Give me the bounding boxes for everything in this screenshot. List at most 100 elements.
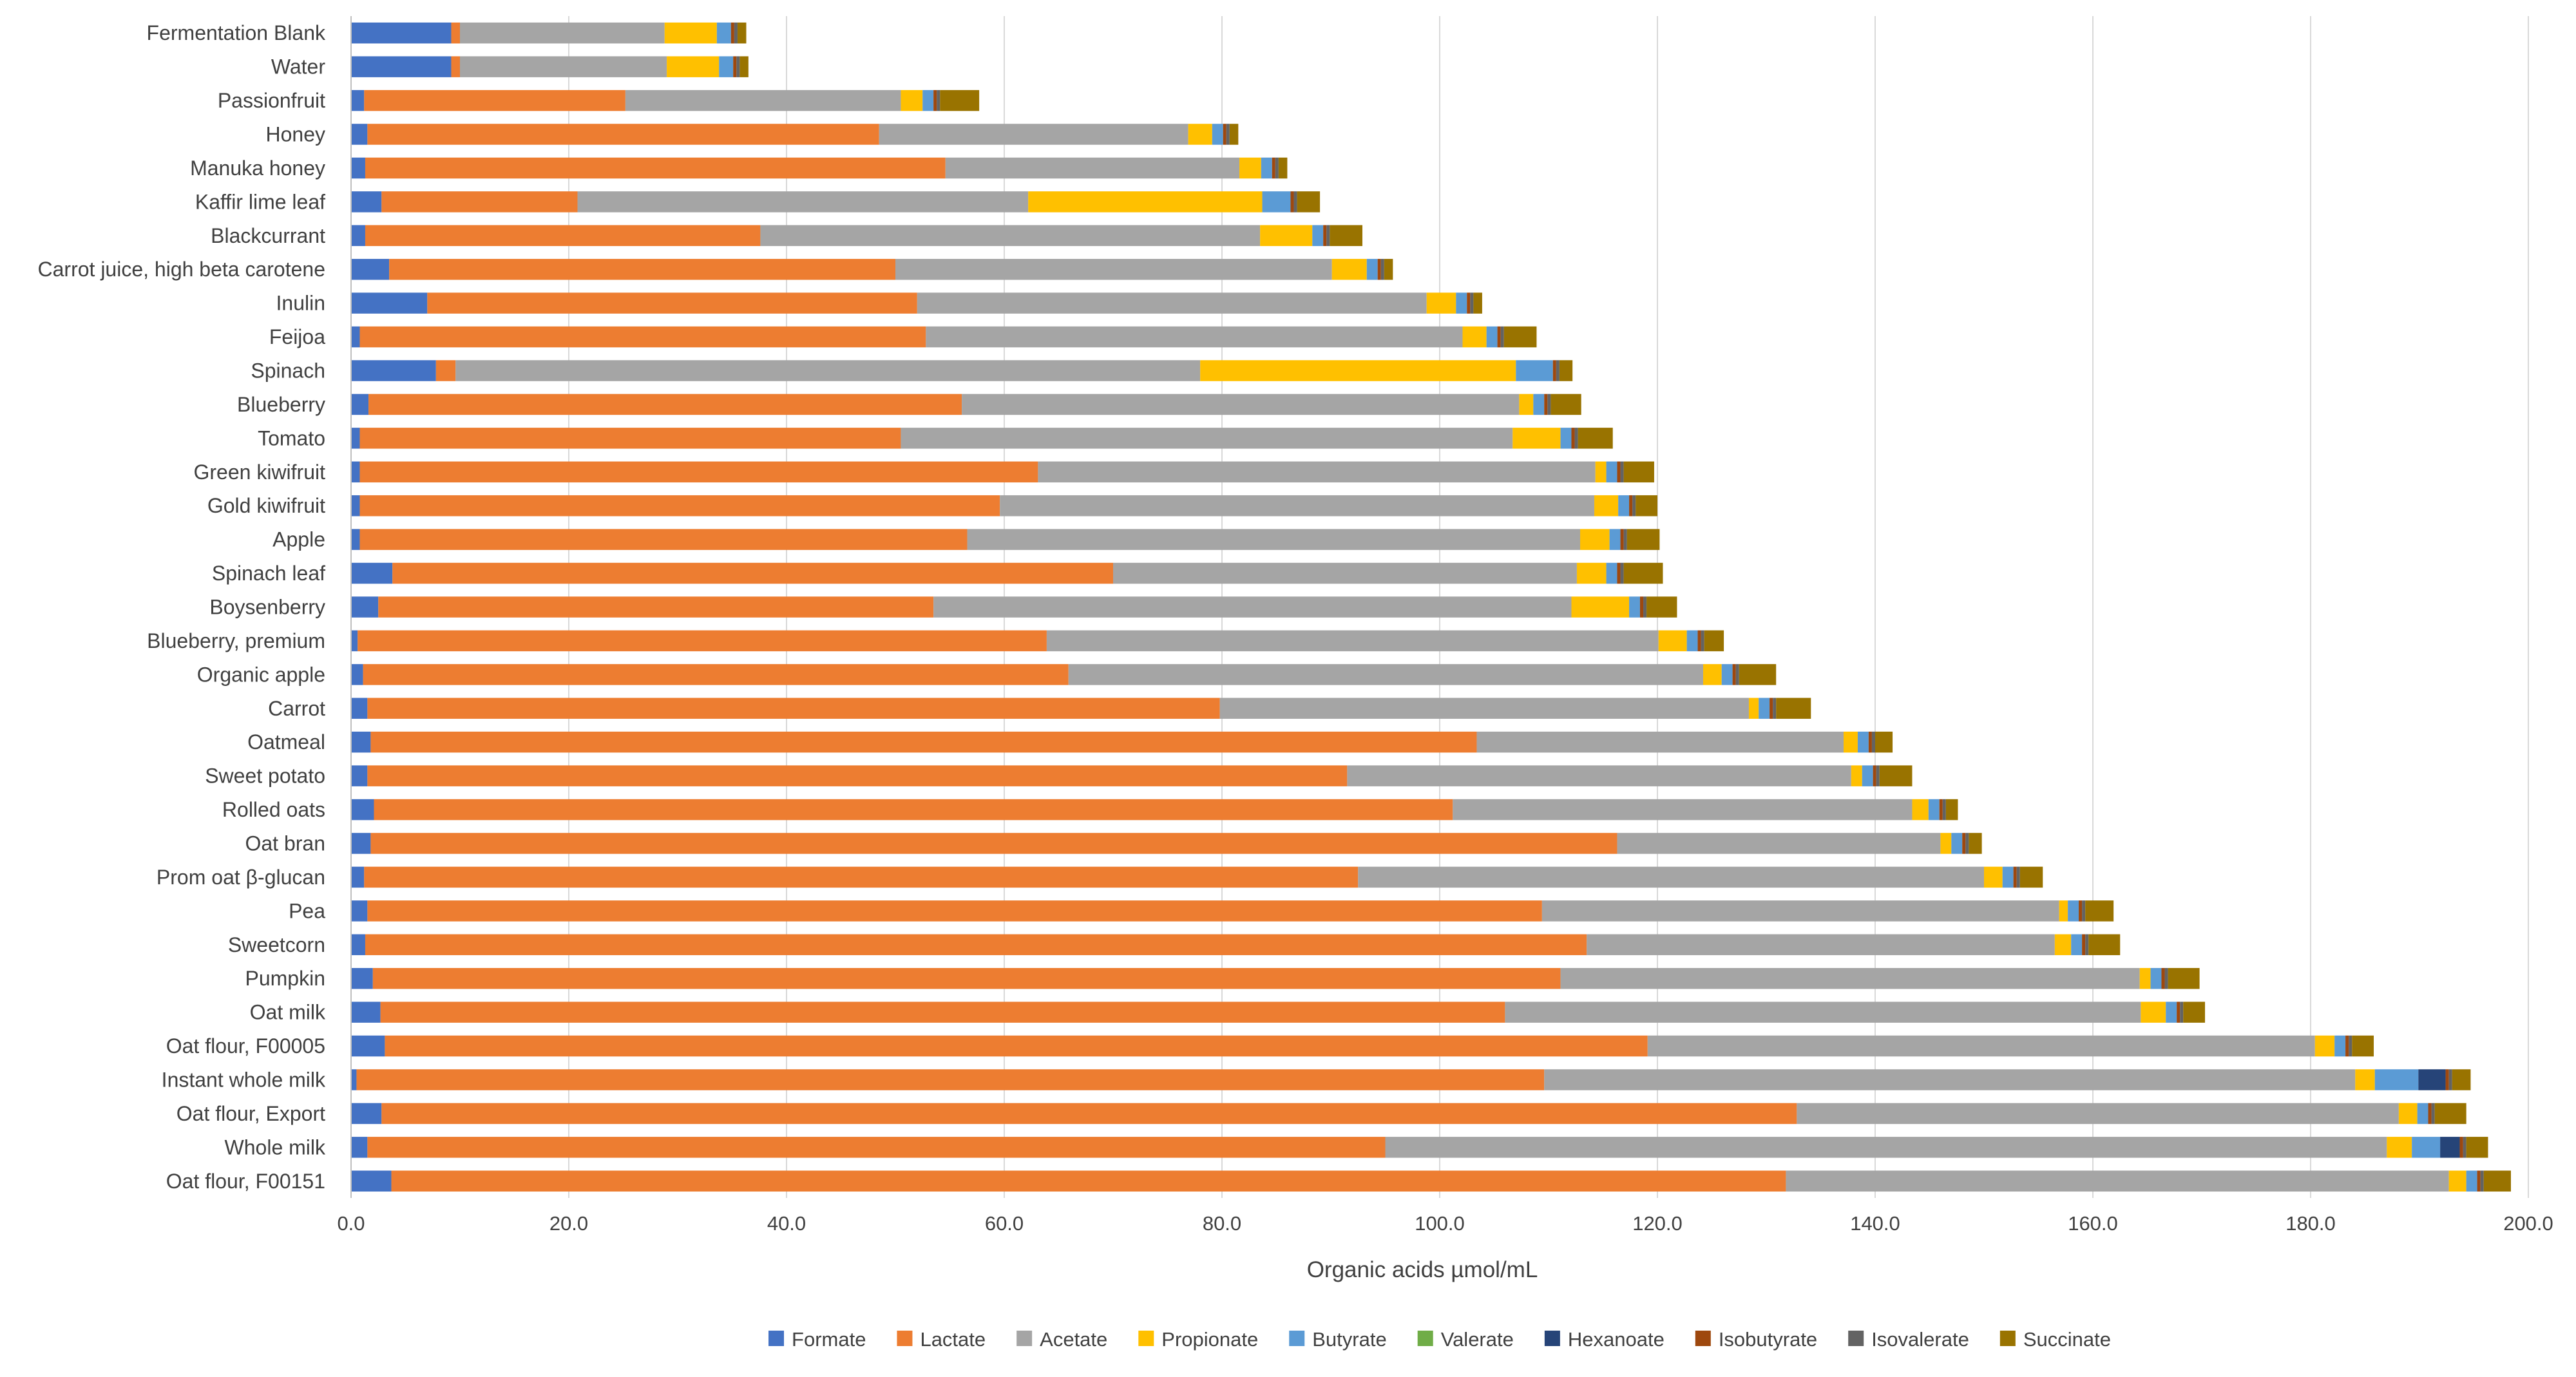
y-tick-label: Sweetcorn xyxy=(228,933,325,956)
bar-segment-isobutyrate xyxy=(2428,1103,2432,1125)
legend-label-isovalerate: Isovalerate xyxy=(1871,1328,1969,1351)
bar-segment-propionate xyxy=(1595,461,1607,483)
bar-segment-butyrate xyxy=(2002,866,2014,888)
bar-segment-isovalerate xyxy=(2448,1069,2452,1090)
bar-segment-isobutyrate xyxy=(2161,967,2165,989)
bar-segment-lactate xyxy=(435,360,456,381)
y-tick-label: Prom oat β-glucan xyxy=(157,866,325,889)
bar-segment-propionate xyxy=(1239,157,1261,179)
legend-label-valerate: Valerate xyxy=(1441,1328,1514,1351)
bar-segment-butyrate xyxy=(2466,1170,2477,1192)
bar-segment-succinate xyxy=(1578,428,1613,449)
bar-segment-isovalerate xyxy=(2349,1035,2352,1057)
bar-segment-acetate xyxy=(933,596,1572,618)
bar-segment-isobutyrate xyxy=(1639,596,1644,618)
bar-segment-succinate xyxy=(1945,799,1958,821)
bar-segment-succinate xyxy=(2352,1035,2374,1057)
bar-segment-lactate xyxy=(381,1103,1797,1125)
bar-segment-propionate xyxy=(1028,191,1263,213)
legend-label-propionate: Propionate xyxy=(1161,1328,1258,1351)
bar-segment-formate xyxy=(351,326,360,348)
bar-segment-succinate xyxy=(1623,562,1663,584)
legend-swatch-butyrate xyxy=(1289,1331,1305,1346)
bar-segment-formate xyxy=(351,292,428,314)
bar-segment-lactate xyxy=(381,191,578,213)
bar-segment-acetate xyxy=(945,157,1240,179)
bar-segment-acetate xyxy=(1505,1002,2141,1023)
y-tick-label: Oatmeal xyxy=(247,730,325,754)
bar-segment-succinate xyxy=(940,90,980,111)
bar-segment-isovalerate xyxy=(1871,731,1875,753)
y-tick-label: Passionfruit xyxy=(218,89,325,112)
bar-segment-isobutyrate xyxy=(1620,529,1624,550)
bar-segment-acetate xyxy=(1544,1069,2356,1090)
bar-segment-isobutyrate xyxy=(1223,124,1226,145)
bar-segment-formate xyxy=(351,258,390,280)
bar-segment-butyrate xyxy=(1533,394,1545,415)
bar-segment-formate xyxy=(351,866,365,888)
x-tick-label: 140.0 xyxy=(1850,1212,1900,1235)
bar-segment-butyrate xyxy=(1606,562,1617,584)
bar-segment-formate xyxy=(351,1103,382,1125)
y-tick-label: Oat milk xyxy=(250,1001,326,1024)
bar-segment-formate xyxy=(351,596,379,618)
bar-segment-succinate xyxy=(1879,765,1913,786)
bar-segment-isovalerate xyxy=(1773,698,1777,719)
bar-segment-propionate xyxy=(1912,799,1929,821)
bar-segment-acetate xyxy=(1038,461,1596,483)
bar-segment-isovalerate xyxy=(1965,833,1969,854)
bar-segment-lactate xyxy=(374,799,1453,821)
bar-segment-succinate xyxy=(1623,461,1654,483)
bar-segment-isobutyrate xyxy=(1873,765,1876,786)
bar-segment-succinate xyxy=(2434,1103,2466,1125)
bar-segment-propionate xyxy=(667,56,720,77)
bar-segment-isobutyrate xyxy=(1544,394,1548,415)
bar-segment-succinate xyxy=(1875,731,1893,753)
bar-segment-succinate xyxy=(1278,157,1288,179)
bar-segment-butyrate xyxy=(1629,596,1640,618)
x-tick-label: 200.0 xyxy=(2503,1212,2553,1235)
bar-segment-butyrate xyxy=(2334,1035,2346,1057)
legend-swatch-formate xyxy=(768,1331,785,1346)
bar-segment-succinate xyxy=(2085,900,2114,922)
y-tick-label: Honey xyxy=(266,123,326,146)
legend-label-formate: Formate xyxy=(792,1328,866,1351)
bar-segment-butyrate xyxy=(1366,258,1378,280)
bar-segment-succinate xyxy=(1330,225,1363,247)
bar-segment-acetate xyxy=(1617,833,1941,854)
bar-segment-propionate xyxy=(1703,664,1722,685)
bar-segment-succinate xyxy=(1559,360,1573,381)
bar-segment-isovalerate xyxy=(1574,428,1578,449)
bar-segment-isovalerate xyxy=(1500,326,1504,348)
x-axis-title: Organic acids µmol/mL xyxy=(1307,1257,1538,1282)
bar-segment-isobutyrate xyxy=(1323,225,1327,247)
bar-segment-succinate xyxy=(2088,934,2121,956)
bar-segment-succinate xyxy=(1550,394,1581,415)
bar-segment-isovalerate xyxy=(1556,360,1560,381)
bar-segment-isobutyrate xyxy=(1617,562,1621,584)
bar-segment-butyrate xyxy=(1312,225,1324,247)
y-tick-label: Spinach xyxy=(251,359,325,383)
bar-segment-butyrate xyxy=(1618,495,1630,517)
bar-segment-succinate xyxy=(1704,630,1724,652)
bar-segment-propionate xyxy=(1260,225,1313,247)
bar-segment-isobutyrate xyxy=(1939,799,1943,821)
bar-segment-succinate xyxy=(2019,866,2043,888)
bar-segment-acetate xyxy=(1647,1035,2315,1057)
y-tick-label: Instant whole milk xyxy=(162,1068,326,1092)
bar-segment-butyrate xyxy=(1516,360,1553,381)
legend-swatch-hexanoate xyxy=(1544,1331,1560,1346)
bar-segment-propionate xyxy=(1576,562,1607,584)
bar-segment-acetate xyxy=(962,394,1520,415)
bar-segment-propionate xyxy=(1851,765,1862,786)
legend-swatch-isovalerate xyxy=(1848,1331,1864,1346)
x-tick-label: 100.0 xyxy=(1415,1212,1465,1235)
bar-segment-propionate xyxy=(2141,1002,2166,1023)
bar-segment-isobutyrate xyxy=(1290,191,1294,213)
y-tick-label: Manuka honey xyxy=(190,157,325,180)
bar-segment-formate xyxy=(351,22,452,44)
bar-segment-butyrate xyxy=(2068,900,2079,922)
bar-segment-lactate xyxy=(359,461,1038,483)
bar-segment-acetate xyxy=(1358,866,1984,888)
x-tick-label: 60.0 xyxy=(985,1212,1024,1235)
